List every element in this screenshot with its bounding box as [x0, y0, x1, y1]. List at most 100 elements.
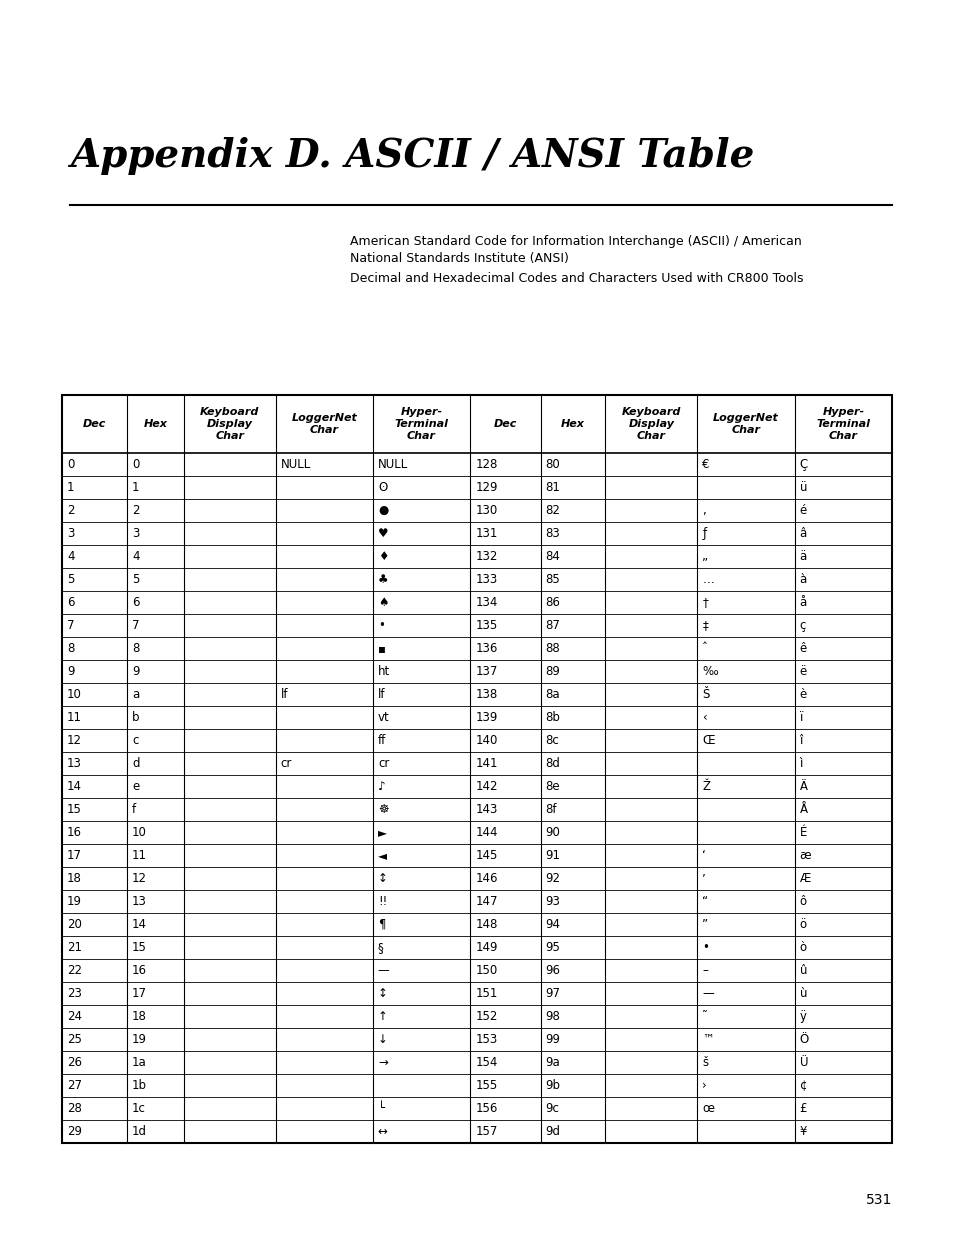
Text: NULL: NULL — [377, 458, 408, 471]
Text: 0: 0 — [67, 458, 74, 471]
Text: 15: 15 — [67, 803, 82, 816]
Text: 98: 98 — [545, 1010, 559, 1023]
Text: 143: 143 — [475, 803, 497, 816]
Text: LoggerNet
Char: LoggerNet Char — [291, 412, 356, 435]
Text: 150: 150 — [475, 965, 497, 977]
Text: 8: 8 — [132, 642, 139, 655]
Text: à: à — [799, 573, 806, 585]
Text: 8c: 8c — [545, 734, 558, 747]
Text: e: e — [132, 781, 139, 793]
Text: 6: 6 — [67, 597, 74, 609]
Text: 84: 84 — [545, 550, 559, 563]
Text: ƒ: ƒ — [701, 527, 706, 540]
Text: ht: ht — [377, 664, 390, 678]
Text: American Standard Code for Information Interchange (ASCII) / American
National S: American Standard Code for Information I… — [350, 235, 801, 266]
Text: 2: 2 — [67, 504, 74, 517]
Text: 5: 5 — [132, 573, 139, 585]
Text: 131: 131 — [475, 527, 497, 540]
Text: ›: › — [701, 1079, 706, 1092]
Text: š: š — [701, 1056, 708, 1070]
Text: —: — — [701, 987, 714, 1000]
Text: 8a: 8a — [545, 688, 559, 701]
Text: Hex: Hex — [143, 419, 167, 429]
Text: ♥: ♥ — [377, 527, 388, 540]
Text: d: d — [132, 757, 139, 769]
Text: 9: 9 — [132, 664, 139, 678]
Text: 11: 11 — [132, 848, 147, 862]
Text: 4: 4 — [67, 550, 74, 563]
Text: cr: cr — [377, 757, 389, 769]
Text: ÿ: ÿ — [799, 1010, 805, 1023]
Text: 19: 19 — [132, 1032, 147, 1046]
Text: 85: 85 — [545, 573, 559, 585]
Text: 151: 151 — [475, 987, 497, 1000]
Text: 141: 141 — [475, 757, 497, 769]
Text: 7: 7 — [67, 619, 74, 632]
Text: 130: 130 — [475, 504, 497, 517]
Text: …: … — [701, 573, 714, 585]
Text: 0: 0 — [132, 458, 139, 471]
Text: 142: 142 — [475, 781, 497, 793]
Text: ↓: ↓ — [377, 1032, 387, 1046]
Text: ↔: ↔ — [377, 1125, 387, 1137]
Text: €: € — [701, 458, 709, 471]
Text: ‰: ‰ — [701, 664, 718, 678]
Text: cr: cr — [280, 757, 292, 769]
Text: §: § — [377, 941, 383, 953]
Text: 145: 145 — [475, 848, 497, 862]
Text: Ö: Ö — [799, 1032, 808, 1046]
Text: é: é — [799, 504, 806, 517]
Text: 129: 129 — [475, 480, 497, 494]
Text: 148: 148 — [475, 918, 497, 931]
Text: 81: 81 — [545, 480, 559, 494]
Text: 147: 147 — [475, 895, 497, 908]
Text: 97: 97 — [545, 987, 560, 1000]
Text: 9d: 9d — [545, 1125, 560, 1137]
Text: 24: 24 — [67, 1010, 82, 1023]
Text: 134: 134 — [475, 597, 497, 609]
Text: 133: 133 — [475, 573, 497, 585]
Text: └: └ — [377, 1102, 385, 1115]
Text: 157: 157 — [475, 1125, 497, 1137]
Text: Dec: Dec — [494, 419, 517, 429]
Text: 138: 138 — [475, 688, 497, 701]
Text: 27: 27 — [67, 1079, 82, 1092]
Text: Ä: Ä — [799, 781, 807, 793]
Text: f: f — [132, 803, 136, 816]
Text: 99: 99 — [545, 1032, 560, 1046]
Text: •: • — [701, 941, 708, 953]
Text: ù: ù — [799, 987, 806, 1000]
Text: 19: 19 — [67, 895, 82, 908]
Text: ¢: ¢ — [799, 1079, 806, 1092]
Text: NULL: NULL — [280, 458, 311, 471]
Text: 1a: 1a — [132, 1056, 147, 1070]
Text: 94: 94 — [545, 918, 560, 931]
Text: 10: 10 — [132, 826, 147, 839]
Text: •: • — [377, 619, 384, 632]
Text: ë: ë — [799, 664, 806, 678]
Text: 17: 17 — [67, 848, 82, 862]
Text: ‘: ‘ — [701, 848, 705, 862]
Text: a: a — [132, 688, 139, 701]
Text: —: — — [377, 965, 389, 977]
Text: ï: ï — [799, 711, 802, 724]
Text: 2: 2 — [132, 504, 139, 517]
Text: 155: 155 — [475, 1079, 497, 1092]
Text: 80: 80 — [545, 458, 559, 471]
Text: c: c — [132, 734, 138, 747]
Text: 86: 86 — [545, 597, 559, 609]
Text: 23: 23 — [67, 987, 82, 1000]
Text: †: † — [701, 597, 707, 609]
Text: ˜: ˜ — [701, 1010, 707, 1023]
Text: ¥: ¥ — [799, 1125, 806, 1137]
Text: !!: !! — [377, 895, 387, 908]
Text: 7: 7 — [132, 619, 139, 632]
Text: LoggerNet
Char: LoggerNet Char — [712, 412, 779, 435]
Text: ↑: ↑ — [377, 1010, 387, 1023]
Text: 8f: 8f — [545, 803, 557, 816]
Text: vt: vt — [377, 711, 389, 724]
Text: 140: 140 — [475, 734, 497, 747]
Text: 8e: 8e — [545, 781, 559, 793]
Text: 3: 3 — [132, 527, 139, 540]
Text: 137: 137 — [475, 664, 497, 678]
